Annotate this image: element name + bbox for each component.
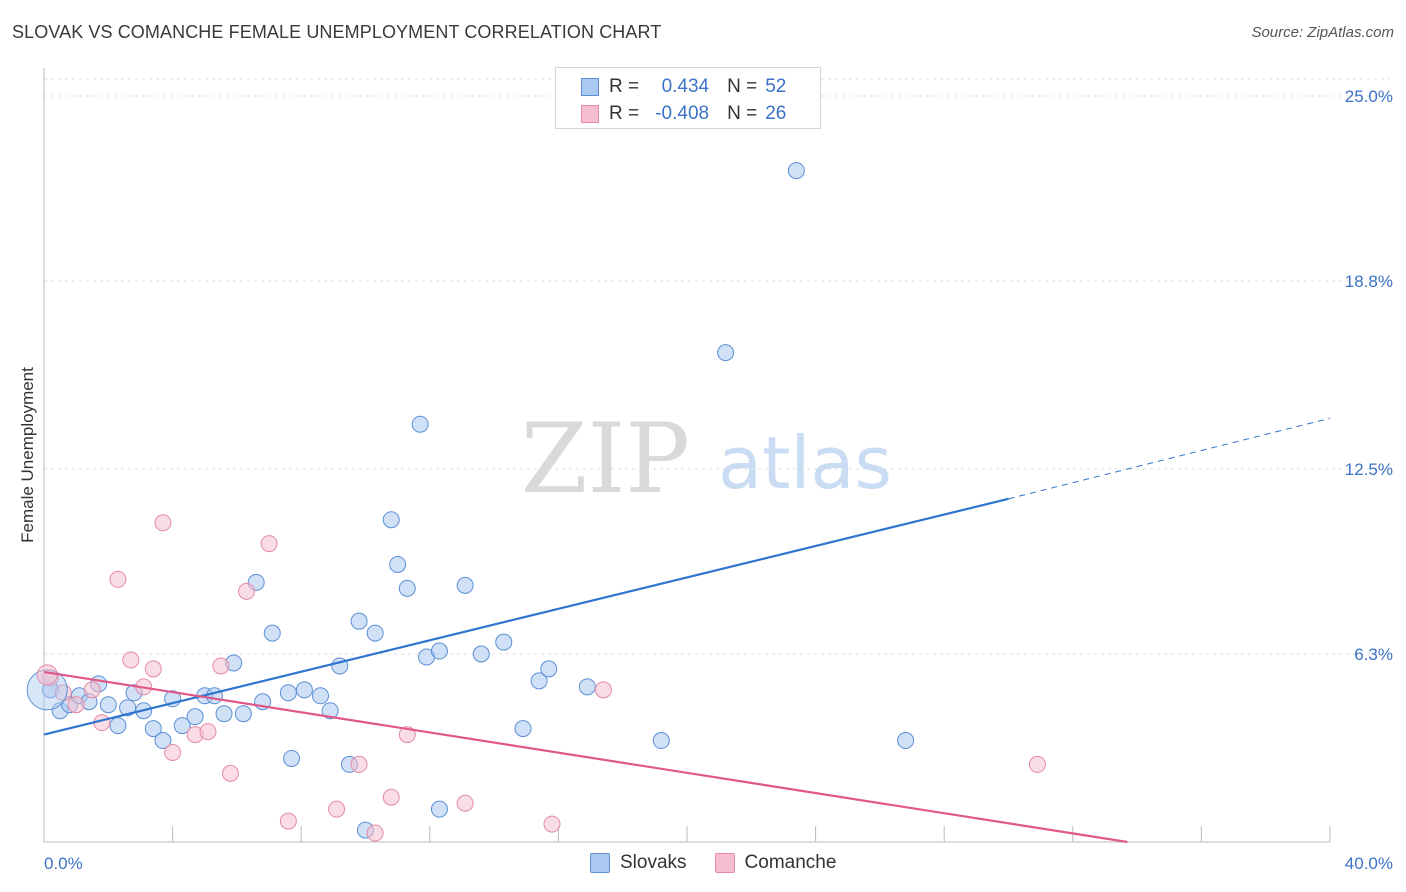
comanche-point xyxy=(144,660,162,678)
x-tick-label-min: 0.0% xyxy=(44,854,83,873)
slovaks-point xyxy=(382,511,400,529)
comanche-point xyxy=(594,681,612,699)
legend-label-slovaks: Slovaks xyxy=(620,852,687,873)
comanche-cluster-point xyxy=(36,664,58,686)
comanche-point xyxy=(164,743,182,761)
legend-r-label: R = xyxy=(609,76,640,97)
slovaks-point xyxy=(99,696,117,714)
comanche-point xyxy=(67,696,85,714)
watermark-zip: ZIP xyxy=(521,403,690,515)
slovaks-point xyxy=(897,732,915,750)
y-tick-label: 18.8% xyxy=(1345,272,1393,291)
legend-r-value-slovaks: 0.434 xyxy=(661,76,710,97)
slovaks-point xyxy=(540,660,558,678)
slovaks-point xyxy=(109,717,127,735)
comanche-point xyxy=(109,570,127,588)
slovaks-legend-swatch xyxy=(590,853,610,873)
slovaks-point xyxy=(787,162,805,180)
comanche-point xyxy=(328,800,346,818)
comanche-point xyxy=(350,755,368,773)
comanche-legend-swatch xyxy=(714,853,735,873)
slovaks-point xyxy=(295,681,313,699)
slovaks-point xyxy=(430,642,448,660)
legend-r-label: R = xyxy=(609,103,640,124)
slovaks-point xyxy=(186,708,204,726)
comanche-point xyxy=(366,824,384,842)
x-tick-label-max: 40.0% xyxy=(1345,854,1393,873)
watermark-atlas: atlas xyxy=(718,421,892,505)
legend-row-slovaks: R = 0.434 N = 52 xyxy=(556,74,786,100)
slovaks-point xyxy=(514,720,532,738)
slovaks-point xyxy=(411,415,429,433)
comanche-point xyxy=(212,657,230,675)
comanche-point xyxy=(83,681,101,699)
comanche-swatch xyxy=(581,105,599,123)
comanche-point xyxy=(199,723,217,741)
slovaks-point xyxy=(717,344,735,362)
legend-item-slovaks[interactable]: Slovaks xyxy=(590,852,687,874)
comanche-point xyxy=(279,812,297,830)
comanche-point xyxy=(1028,755,1046,773)
slovaks-point xyxy=(430,800,448,818)
legend-n-value-slovaks: 52 xyxy=(765,76,787,97)
slovaks-point xyxy=(456,576,474,594)
slovaks-point xyxy=(389,555,407,573)
slovaks-point xyxy=(311,687,329,705)
y-tick-label: 25.0% xyxy=(1345,87,1393,106)
slovaks-point xyxy=(154,732,172,750)
slovaks-point xyxy=(321,702,339,720)
slovaks-point xyxy=(263,624,281,642)
legend-n-label: N = xyxy=(727,76,758,97)
legend-n-value-comanche: 26 xyxy=(765,103,787,124)
slovaks-point xyxy=(578,678,596,696)
slovaks-point xyxy=(215,705,233,723)
comanche-point xyxy=(456,794,474,812)
series-legend: Slovaks Comanche xyxy=(590,852,864,874)
slovaks-point xyxy=(472,645,490,663)
comanche-point xyxy=(260,535,278,553)
comanche-point xyxy=(543,815,561,833)
slovaks-swatch xyxy=(581,78,599,96)
comanche-point xyxy=(154,514,172,532)
comanche-point xyxy=(122,651,140,669)
source-credit: Source: ZipAtlas.com xyxy=(1251,24,1394,41)
legend-label-comanche: Comanche xyxy=(744,852,837,873)
slovaks-point xyxy=(283,749,301,767)
slovaks-point xyxy=(173,717,191,735)
slovaks-point xyxy=(398,579,416,597)
slovaks-point xyxy=(119,699,137,717)
slovaks-point xyxy=(495,633,513,651)
comanche-point xyxy=(221,764,239,782)
legend-r-value-comanche: -0.408 xyxy=(655,103,710,124)
legend-item-comanche[interactable]: Comanche xyxy=(714,852,837,874)
y-tick-label: 6.3% xyxy=(1354,645,1393,664)
slovaks-point xyxy=(234,705,252,723)
slovaks-point xyxy=(279,684,297,702)
comanche-trend-line xyxy=(43,670,1128,844)
slovaks-point xyxy=(144,720,162,738)
slovaks-point xyxy=(366,624,384,642)
comanche-point xyxy=(238,582,256,600)
y-tick-label: 12.5% xyxy=(1345,460,1393,479)
slovaks-point xyxy=(350,612,368,630)
slovaks-trend-line xyxy=(43,497,1009,736)
slovaks-trend-extension xyxy=(1008,417,1331,500)
slovaks-point xyxy=(530,672,548,690)
slovaks-point xyxy=(652,732,670,750)
correlation-legend: R = 0.434 N = 52 R = -0.408 N = 26 xyxy=(555,67,821,129)
comanche-point xyxy=(382,788,400,806)
chart-title: SLOVAK VS COMANCHE FEMALE UNEMPLOYMENT C… xyxy=(12,22,662,42)
legend-row-comanche: R = -0.408 N = 26 xyxy=(556,101,786,127)
legend-n-label: N = xyxy=(727,103,758,124)
slovaks-point xyxy=(205,687,223,705)
